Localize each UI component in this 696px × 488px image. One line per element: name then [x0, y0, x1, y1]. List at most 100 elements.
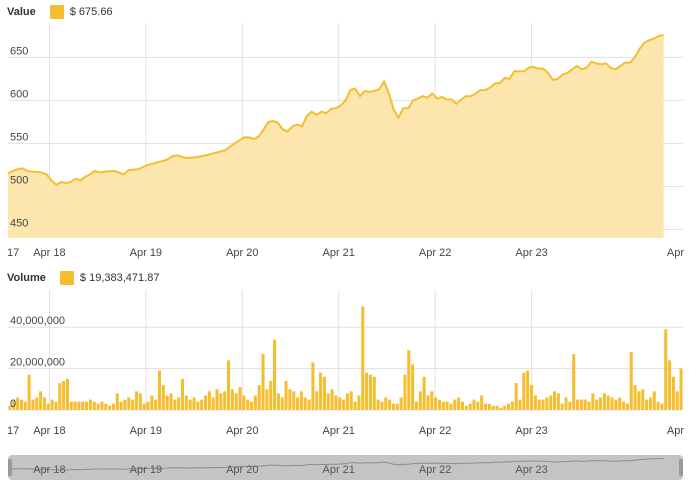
- volume-bar[interactable]: [591, 393, 595, 410]
- volume-bar[interactable]: [54, 401, 58, 410]
- range-navigator[interactable]: Apr 18 Apr 19 Apr 20 Apr 21 Apr 22 Apr 23: [7, 455, 683, 480]
- volume-bar[interactable]: [625, 403, 629, 410]
- volume-bar[interactable]: [234, 393, 238, 410]
- volume-bar[interactable]: [192, 397, 196, 410]
- volume-bar[interactable]: [215, 389, 219, 410]
- volume-bar[interactable]: [349, 391, 353, 410]
- volume-bar[interactable]: [514, 383, 518, 410]
- volume-bar[interactable]: [269, 381, 273, 410]
- volume-bar[interactable]: [595, 399, 599, 410]
- volume-bar[interactable]: [453, 399, 457, 410]
- volume-bar[interactable]: [633, 385, 637, 410]
- volume-bar[interactable]: [296, 397, 300, 410]
- navigator-handle-left[interactable]: [8, 459, 12, 476]
- volume-bar[interactable]: [560, 403, 564, 410]
- volume-bar[interactable]: [537, 399, 541, 410]
- volume-bar[interactable]: [276, 393, 280, 410]
- volume-bar[interactable]: [391, 403, 395, 410]
- volume-bar[interactable]: [434, 397, 438, 410]
- volume-bar[interactable]: [652, 391, 656, 410]
- volume-bar[interactable]: [503, 405, 507, 410]
- volume-bar[interactable]: [307, 399, 311, 410]
- volume-bar[interactable]: [426, 395, 430, 411]
- volume-bar[interactable]: [161, 385, 165, 410]
- volume-bar[interactable]: [211, 397, 215, 410]
- volume-bar[interactable]: [399, 397, 403, 410]
- volume-bar[interactable]: [414, 401, 418, 410]
- volume-bar[interactable]: [545, 397, 549, 410]
- volume-bar[interactable]: [8, 405, 12, 410]
- volume-bar[interactable]: [27, 374, 31, 410]
- volume-bar[interactable]: [679, 368, 683, 410]
- volume-bar[interactable]: [246, 399, 250, 410]
- volume-bar[interactable]: [326, 393, 330, 410]
- volume-bar[interactable]: [58, 383, 62, 410]
- volume-bar[interactable]: [464, 405, 468, 410]
- volume-bar[interactable]: [100, 401, 104, 410]
- volume-bar[interactable]: [319, 372, 323, 410]
- volume-bar[interactable]: [583, 399, 587, 410]
- volume-bar[interactable]: [261, 354, 265, 410]
- volume-bar[interactable]: [437, 399, 441, 410]
- volume-bar[interactable]: [388, 399, 392, 410]
- volume-bar[interactable]: [522, 372, 526, 410]
- volume-bar[interactable]: [85, 401, 89, 410]
- volume-bar[interactable]: [541, 399, 545, 410]
- volume-bar[interactable]: [338, 397, 342, 410]
- volume-bar[interactable]: [303, 397, 307, 410]
- volume-bar[interactable]: [31, 399, 35, 410]
- volume-bar[interactable]: [510, 401, 514, 410]
- volume-bar[interactable]: [200, 399, 204, 410]
- volume-bar[interactable]: [23, 401, 27, 410]
- volume-bar[interactable]: [188, 399, 192, 410]
- volume-bar[interactable]: [177, 397, 181, 410]
- volume-bar[interactable]: [253, 395, 257, 411]
- volume-bar[interactable]: [73, 401, 77, 410]
- volume-bar[interactable]: [111, 403, 115, 410]
- volume-bar[interactable]: [299, 391, 303, 410]
- volume-bar[interactable]: [353, 401, 357, 410]
- volume-bar[interactable]: [169, 393, 173, 410]
- volume-bar[interactable]: [675, 391, 679, 410]
- volume-bar[interactable]: [368, 374, 372, 410]
- volume-bar[interactable]: [533, 395, 537, 411]
- volume-bar[interactable]: [196, 401, 200, 410]
- volume-bar[interactable]: [606, 395, 610, 411]
- volume-bar[interactable]: [180, 378, 185, 410]
- volume-bar[interactable]: [227, 360, 231, 410]
- volume-bar[interactable]: [257, 385, 261, 410]
- volume-bar[interactable]: [35, 397, 39, 410]
- volume-bar[interactable]: [46, 403, 50, 410]
- volume-bar[interactable]: [12, 399, 16, 410]
- volume-bar[interactable]: [361, 306, 365, 410]
- volume-bar[interactable]: [265, 389, 269, 410]
- volume-bar[interactable]: [150, 395, 154, 411]
- volume-bar[interactable]: [599, 397, 603, 410]
- volume-bar[interactable]: [238, 387, 242, 410]
- volume-bar[interactable]: [480, 395, 484, 411]
- volume-bar[interactable]: [19, 399, 23, 410]
- volume-bar[interactable]: [468, 403, 472, 410]
- volume-bar[interactable]: [656, 401, 660, 410]
- volume-bar[interactable]: [549, 395, 553, 411]
- volume-bar[interactable]: [42, 397, 46, 410]
- navigator-handle-right[interactable]: [679, 459, 683, 476]
- volume-bar[interactable]: [165, 395, 169, 411]
- volume-bar[interactable]: [322, 376, 326, 410]
- volume-bar[interactable]: [576, 399, 580, 410]
- volume-bar[interactable]: [384, 397, 388, 410]
- volume-bar[interactable]: [365, 372, 369, 410]
- volume-bar[interactable]: [629, 352, 633, 410]
- volume-bar[interactable]: [422, 376, 426, 410]
- volume-bar[interactable]: [345, 393, 349, 410]
- volume-bar[interactable]: [430, 391, 434, 410]
- volume-bar[interactable]: [622, 401, 626, 410]
- volume-panel[interactable]: 0 20,000,000 40,000,000 17 Apr Apr 18 Apr 1…: [7, 290, 684, 437]
- volume-bar[interactable]: [449, 403, 453, 410]
- volume-bar[interactable]: [614, 399, 618, 410]
- volume-bar[interactable]: [506, 403, 511, 410]
- volume-bar[interactable]: [242, 395, 246, 411]
- volume-bar[interactable]: [641, 389, 645, 410]
- volume-bar[interactable]: [660, 403, 664, 410]
- volume-bar[interactable]: [587, 401, 591, 410]
